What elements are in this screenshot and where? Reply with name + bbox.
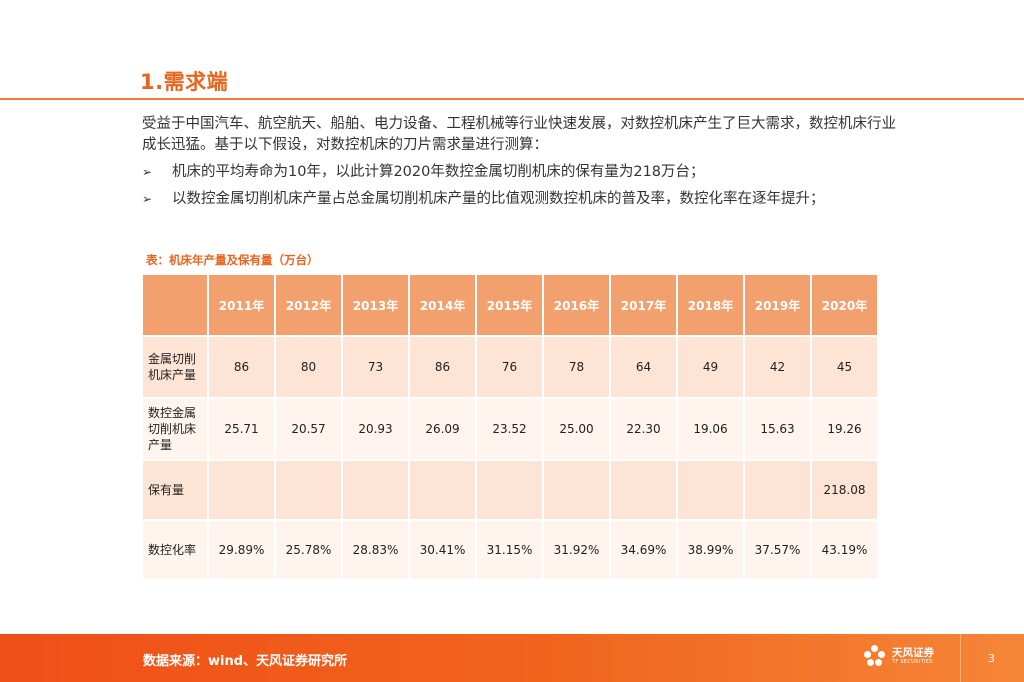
bullet-item: ➢ 以数控金属切削机床产量占总金属切削机床产量的比值观测数控机床的普及率，数控化… [142,189,902,210]
table-cell [276,461,341,519]
logo-text: 天风证券 TF SECURITIES [892,647,934,666]
table-cell: 45 [812,337,877,397]
table-cell: 15.63 [745,399,810,459]
table-corner-cell [143,275,207,335]
table-cell: 73 [343,337,408,397]
year-header: 2017年 [611,275,676,335]
table-cell: 26.09 [410,399,475,459]
bullet-text: 机床的平均寿命为10年，以此计算2020年数控金属切削机床的保有量为218万台； [172,164,705,180]
table-row: 数控化率 29.89% 25.78% 28.83% 30.41% 31.15% … [143,521,877,579]
table-cell: 29.89% [209,521,274,579]
body-text: 受益于中国汽车、航空航天、船舶、电力设备、工程机械等行业快速发展，对数控机床产生… [142,114,902,210]
bullet-text: 以数控金属切削机床产量占总金属切削机床产量的比值观测数控机床的普及率，数控化率在… [172,191,825,207]
table-cell [410,461,475,519]
year-header: 2018年 [678,275,743,335]
table-cell: 25.78% [276,521,341,579]
table-cell: 218.08 [812,461,877,519]
table-cell: 23.52 [477,399,542,459]
table-cell: 86 [410,337,475,397]
row-label: 保有量 [143,461,207,519]
year-header: 2013年 [343,275,408,335]
table-row: 金属切削机床产量 86 80 73 86 76 78 64 49 42 45 [143,337,877,397]
table-cell: 28.83% [343,521,408,579]
table-cell: 37.57% [745,521,810,579]
table-cell: 76 [477,337,542,397]
table-cell: 64 [611,337,676,397]
table-cell: 49 [678,337,743,397]
title-divider [0,98,1024,100]
machine-tool-table: 2011年 2012年 2013年 2014年 2015年 2016年 2017… [141,273,879,581]
year-header: 2019年 [745,275,810,335]
table-cell: 19.06 [678,399,743,459]
data-source: 数据来源：wind、天风证券研究所 [143,654,348,669]
table-row: 数控金属切削机床产量 25.71 20.57 20.93 26.09 23.52… [143,399,877,459]
table-cell [611,461,676,519]
company-logo: 天风证券 TF SECURITIES [864,645,934,667]
year-header: 2020年 [812,275,877,335]
table-cell: 30.41% [410,521,475,579]
table-cell: 43.19% [812,521,877,579]
table-cell: 78 [544,337,609,397]
table-cell: 42 [745,337,810,397]
page-number: 3 [988,652,995,665]
table-cell: 22.30 [611,399,676,459]
arrow-bullet-icon: ➢ [142,192,153,206]
table-cell: 19.26 [812,399,877,459]
table-cell [678,461,743,519]
table-cell: 25.71 [209,399,274,459]
logo-flower-icon [864,645,886,667]
table-cell [477,461,542,519]
row-label: 数控化率 [143,521,207,579]
table-cell: 25.00 [544,399,609,459]
table-cell: 20.93 [343,399,408,459]
table-cell: 80 [276,337,341,397]
logo-name-cn: 天风证券 [892,646,934,659]
row-label: 金属切削机床产量 [143,337,207,397]
table-cell [343,461,408,519]
arrow-bullet-icon: ➢ [142,165,153,179]
table-cell [209,461,274,519]
logo-name-en: TF SECURITIES [892,658,933,665]
table-cell [745,461,810,519]
footer-divider [960,634,961,682]
year-header: 2014年 [410,275,475,335]
table-cell [544,461,609,519]
year-header: 2015年 [477,275,542,335]
year-header: 2012年 [276,275,341,335]
table-cell: 31.15% [477,521,542,579]
year-header: 2016年 [544,275,609,335]
table-row: 保有量 218.08 [143,461,877,519]
table-cell: 34.69% [611,521,676,579]
row-label: 数控金属切削机床产量 [143,399,207,459]
table-cell: 86 [209,337,274,397]
table-cell: 31.92% [544,521,609,579]
year-header: 2011年 [209,275,274,335]
table-header-row: 2011年 2012年 2013年 2014年 2015年 2016年 2017… [143,275,877,335]
footer-bar: 数据来源：wind、天风证券研究所 天风证券 TF SECURITIES 3 [0,634,1024,682]
table-caption: 表：机床年产量及保有量（万台） [146,253,319,267]
bullet-item: ➢ 机床的平均寿命为10年，以此计算2020年数控金属切削机床的保有量为218万… [142,162,902,183]
table-cell: 38.99% [678,521,743,579]
table-cell: 20.57 [276,399,341,459]
intro-paragraph: 受益于中国汽车、航空航天、船舶、电力设备、工程机械等行业快速发展，对数控机床产生… [142,116,896,153]
page-title: 1.需求端 [140,70,229,94]
